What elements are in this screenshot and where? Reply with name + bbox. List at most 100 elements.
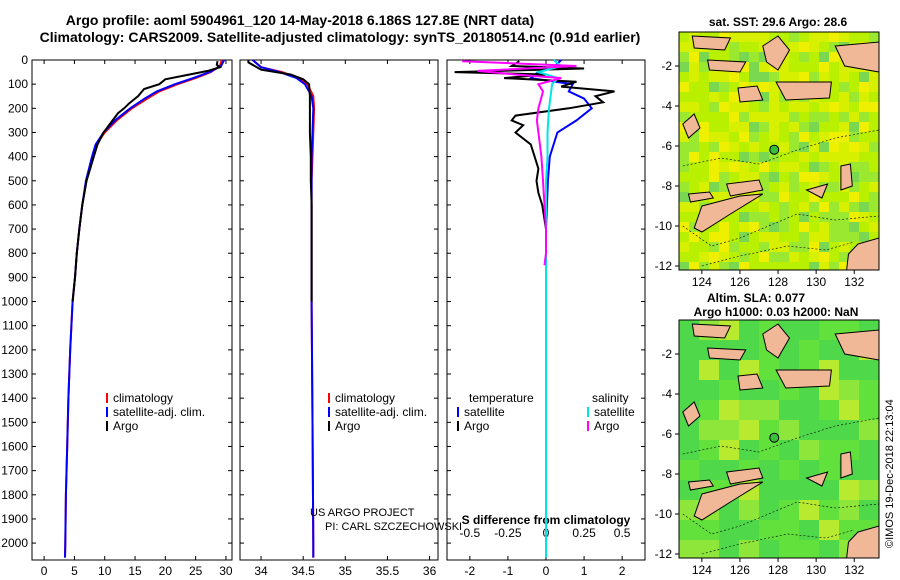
map-cell <box>699 242 709 252</box>
x-tick-label: 1 <box>581 564 588 578</box>
map-cell <box>699 360 719 380</box>
map-cell <box>679 82 689 92</box>
map-cell <box>719 192 729 202</box>
map-cell <box>729 142 739 152</box>
map-bottom-title-line1: Altim. SLA: 0.077 <box>707 291 805 305</box>
map-cell <box>739 132 749 142</box>
map-cell <box>719 540 739 558</box>
x-tick-label: 10 <box>98 564 112 578</box>
map-cell <box>869 202 879 212</box>
map-frame <box>678 31 880 271</box>
map-cell <box>789 32 799 42</box>
map-cell <box>729 252 739 262</box>
map-top-title: sat. SST: 29.6 Argo: 28.6 <box>709 15 848 29</box>
map-cell <box>759 122 769 132</box>
map-cell <box>829 132 839 142</box>
map-cell <box>789 232 799 242</box>
map-cell <box>819 262 829 270</box>
map-cell <box>759 132 769 142</box>
map-cell <box>859 420 879 440</box>
map-cell <box>749 162 759 172</box>
map-cell <box>809 32 819 42</box>
map-cell <box>719 420 739 440</box>
map-y-tick-label: -8 <box>661 467 672 481</box>
map-cell <box>809 262 819 270</box>
map-cell <box>779 440 799 460</box>
map-cell <box>709 142 719 152</box>
map-cell <box>869 212 879 222</box>
land-island <box>737 85 764 103</box>
bathymetry-contour <box>682 501 880 535</box>
legend-title-salinity: salinity <box>592 391 629 405</box>
map-cell <box>699 440 719 460</box>
map-cell <box>799 122 809 132</box>
series-satellite-adj-clim- <box>64 59 225 558</box>
map-cell <box>839 32 849 42</box>
map-cell <box>679 380 699 400</box>
profile-plots: 0100200300400500600700800900100011001200… <box>1 53 646 578</box>
map-cell <box>749 122 759 132</box>
map-cell <box>789 202 799 212</box>
land-island <box>725 467 764 485</box>
map-cell <box>799 112 809 122</box>
map-cell <box>799 500 819 520</box>
map-cell <box>819 440 839 460</box>
map-cell <box>819 232 829 242</box>
map-cell <box>779 152 789 162</box>
map-cell <box>829 172 839 182</box>
map-cell <box>729 52 739 62</box>
series-argo <box>247 60 313 302</box>
map-cell <box>769 112 779 122</box>
land-island <box>840 163 853 191</box>
map-cell <box>739 242 749 252</box>
map-cell <box>819 400 839 420</box>
map-cell <box>719 132 729 142</box>
map-cell <box>789 112 799 122</box>
map-cell <box>869 172 879 182</box>
land-island <box>687 191 715 203</box>
map-cell <box>809 72 819 82</box>
land-island <box>682 113 701 139</box>
map-cell <box>719 232 729 242</box>
map-cell <box>679 360 699 380</box>
map-cell <box>829 112 839 122</box>
map-cell <box>739 320 759 340</box>
map-cell <box>849 222 859 232</box>
y-tick-label: 100 <box>8 77 28 91</box>
map-cell <box>759 400 779 420</box>
map-cell <box>749 132 759 142</box>
x-top-tick-label: 0.5 <box>614 526 631 540</box>
map-cell <box>759 192 769 202</box>
map-cell <box>799 42 809 52</box>
map-cell <box>719 102 729 112</box>
legend-title-temperature: temperature <box>469 391 534 405</box>
bathymetry-contour <box>701 529 855 555</box>
map-cell <box>679 232 689 242</box>
watermark: ©IMOS 19-Dec-2018 22:13:04 <box>884 399 896 548</box>
map-cell <box>869 72 879 82</box>
map-cell <box>719 122 729 132</box>
y-tick-label: 1200 <box>1 343 28 357</box>
map-cell <box>699 420 719 440</box>
map-cell <box>849 132 859 142</box>
map-y-tick-label: -10 <box>655 219 673 233</box>
map-cell <box>779 480 799 500</box>
y-tick-label: 500 <box>8 174 28 188</box>
map-cell <box>799 192 809 202</box>
map-cell <box>869 102 879 112</box>
map-cell <box>829 122 839 132</box>
map-cell <box>809 232 819 242</box>
map-cell <box>849 122 859 132</box>
map-cell <box>779 540 799 558</box>
map-cell <box>839 82 849 92</box>
y-tick-label: 1100 <box>2 319 28 333</box>
y-tick-label: 1300 <box>1 367 28 381</box>
map-cell <box>839 62 849 72</box>
map-cell <box>739 32 749 42</box>
map-cell <box>759 52 769 62</box>
land-island <box>737 373 764 391</box>
map-cell <box>679 182 689 192</box>
map-cell <box>849 182 859 192</box>
map-cell <box>729 152 739 162</box>
map-cell <box>769 172 779 182</box>
